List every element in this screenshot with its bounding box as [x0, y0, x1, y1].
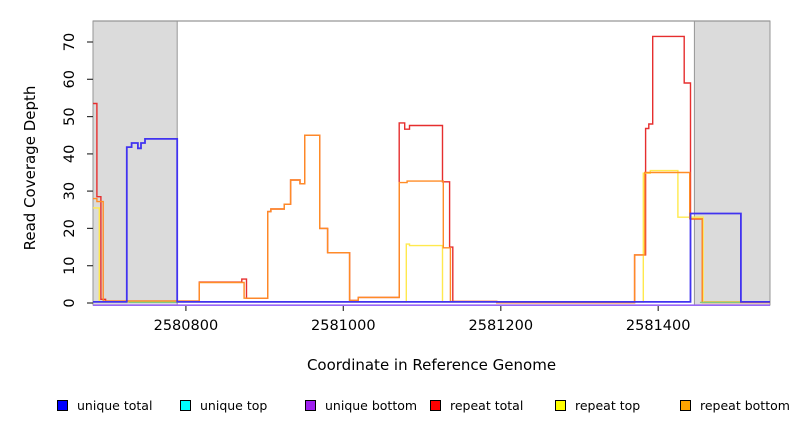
series-repeat-top	[93, 169, 770, 303]
legend-item-repeat-total: repeat total	[430, 397, 524, 413]
legend-swatch-repeat-bottom	[680, 399, 691, 411]
legend-item-repeat-top: repeat top	[555, 397, 641, 413]
y-axis-title: Read Coverage Depth	[21, 85, 39, 251]
shaded-region-2	[693, 20, 771, 306]
legend-item-unique-top: unique top	[180, 397, 268, 413]
legend-item-repeat-bottom: repeat bottom	[680, 397, 790, 413]
legend-label: unique bottom	[325, 397, 418, 413]
legend-label: repeat bottom	[700, 397, 790, 413]
x-tick-label: 2581200	[469, 318, 534, 334]
y-tick-label: 30	[62, 182, 78, 200]
legend-label: unique total	[77, 397, 153, 413]
legend-label: repeat total	[450, 397, 524, 413]
y-tick-label: 10	[62, 256, 78, 274]
y-tick-label: 40	[62, 145, 78, 163]
y-tick-label: 0	[62, 298, 78, 307]
y-tick-label: 60	[62, 70, 78, 88]
shaded-region-1	[92, 20, 178, 306]
x-tick-label: 2580800	[154, 318, 219, 334]
x-tick-label: 2581000	[311, 318, 376, 334]
legend-swatch-repeat-total	[430, 399, 441, 411]
chart-legend: unique total unique top unique bottom repea…	[0, 398, 792, 414]
x-tick-label: 2581400	[626, 318, 691, 334]
series-repeat-bottom	[93, 134, 770, 304]
legend-swatch-repeat-top	[555, 399, 566, 411]
legend-label: unique top	[200, 397, 268, 413]
y-tick-label: 50	[62, 107, 78, 125]
legend-swatch-unique-top	[180, 399, 191, 411]
legend-swatch-unique-bottom	[305, 399, 316, 411]
legend-item-unique-total: unique total	[57, 397, 153, 413]
y-tick-label: 70	[62, 33, 78, 51]
y-tick-label: 20	[62, 219, 78, 237]
series-repeat-total	[93, 35, 770, 304]
legend-label: repeat top	[575, 397, 641, 413]
legend-item-unique-bottom: unique bottom	[305, 397, 418, 413]
coverage-chart-canvas: 2580800 2581000 2581200 2581400 0 10 20 30 40 50 6…	[62, 20, 771, 334]
series-unique-total	[93, 138, 770, 303]
x-axis-title: Coordinate in Reference Genome	[306, 356, 557, 374]
legend-swatch-unique-total	[57, 399, 68, 411]
